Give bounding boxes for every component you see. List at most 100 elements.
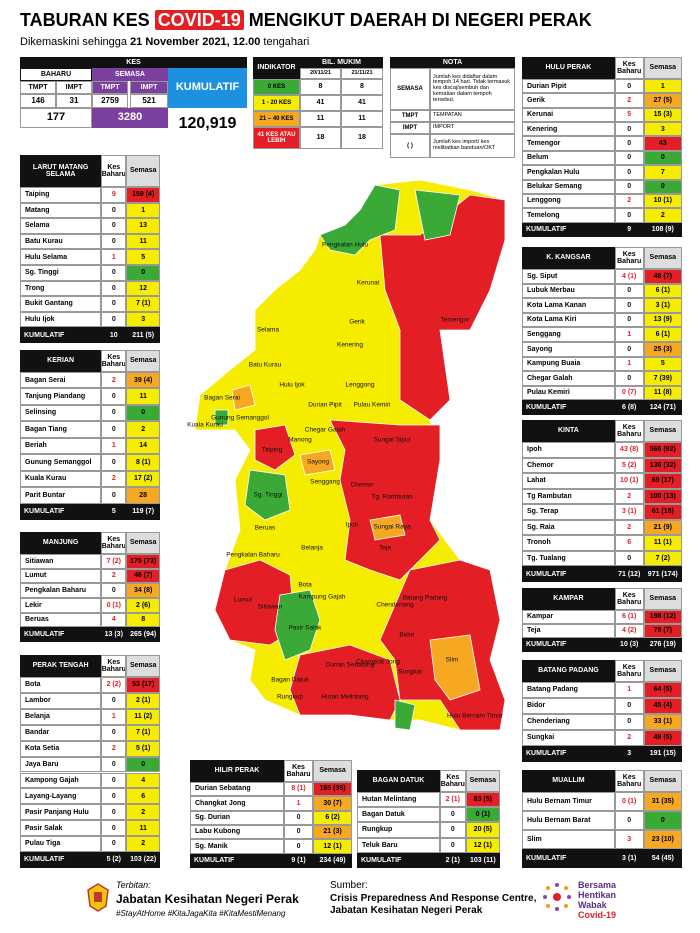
map-label: Teja [379, 545, 391, 552]
footer-slogan: Bersama [578, 880, 617, 890]
map-label: Pulau Kemiri [354, 402, 391, 409]
district-name: Bagan Datuk [357, 807, 440, 823]
district-name: Sg. Terap [522, 504, 615, 520]
total-label: KUMULATIF [190, 853, 284, 868]
new-cases: 1 [614, 327, 644, 342]
active-cases: 34 (8) [126, 583, 160, 598]
new-cases: 1 [283, 796, 314, 811]
nota-text: Jumlah kes didaftar dalam tempoh 14 hari… [430, 68, 515, 110]
district-name: Pasir Salak [20, 820, 102, 837]
map-label: Gunung Semanggol [211, 415, 269, 422]
new-cases: 0 [439, 807, 466, 823]
district-name: Chenderiang [522, 714, 615, 730]
table-title: KAMPAR [522, 588, 615, 610]
active-cases: 4 [126, 772, 160, 789]
active-cases: 12 (1) [465, 837, 500, 853]
map-label: Manong [288, 437, 312, 444]
active-cases: 3 [126, 311, 160, 328]
new-cases: 0 [101, 388, 127, 405]
total-active: 54 (45) [643, 849, 682, 868]
map-label: Kerunai [357, 280, 379, 287]
column-header: Semasa [643, 588, 682, 610]
district-name: Matang [20, 202, 102, 219]
new-cases: 0 [614, 312, 644, 328]
active-cases: 27 (5) [643, 93, 682, 108]
total-new: 5 (2) [101, 852, 127, 868]
footer-label: Sumber: [330, 880, 368, 891]
new-cases: 0 [614, 122, 644, 137]
new-cases: 43 (8) [614, 442, 644, 458]
active-cases: 198 (12) [643, 610, 682, 624]
new-cases: 0 (1) [101, 598, 127, 613]
active-cases: 2 (6) [126, 598, 160, 613]
active-cases: 20 (5) [465, 822, 500, 838]
active-cases: 3 (1) [643, 298, 682, 313]
total-label: KUMULATIF [522, 638, 615, 652]
active-cases: 6 (1) [643, 327, 682, 342]
district-name: Bukit Gantang [20, 296, 102, 312]
active-cases: 2 [126, 836, 160, 853]
title-highlight: COVID-19 [154, 10, 244, 30]
nota-text: Jumlah kes import/ kes melibatkan bandua… [430, 134, 515, 158]
summary-value: 521 [130, 94, 168, 108]
indicator-level: 41 KES ATAU LEBIH [253, 127, 300, 149]
map-label: Lenggong [346, 382, 375, 389]
region [289, 644, 401, 721]
district-name: Layang-Layang [20, 788, 102, 805]
active-cases: 0 [126, 756, 160, 773]
new-cases: 1 [101, 708, 127, 725]
column-header: Kes Baharu [614, 588, 644, 610]
active-cases: 64 (5) [643, 682, 682, 698]
nota-text: IMPORT [430, 122, 515, 134]
active-cases: 0 [126, 265, 160, 281]
district-name: Ipoh [522, 442, 615, 458]
district-name: Pulau Kemiri [522, 385, 615, 401]
indicator-level: 21 – 40 KES [253, 111, 300, 127]
map-label: Sungkai [398, 669, 422, 676]
total-active: 103 (11) [465, 852, 500, 868]
district-name: Sayong [522, 342, 615, 357]
column-header: Kes Baharu [101, 155, 127, 187]
active-cases: 2 [126, 421, 160, 438]
region [231, 384, 256, 411]
new-cases: 0 [614, 371, 644, 386]
new-cases: 2 [101, 470, 127, 488]
region [429, 634, 481, 701]
district-name: Kota Lama Kanan [522, 298, 615, 313]
table-title: KINTA [522, 420, 615, 442]
map-label: Hutan Melintang [321, 694, 369, 701]
total-label: KUMULATIF [357, 852, 440, 868]
new-cases: 0 [101, 280, 127, 297]
map-label: Belanja [301, 545, 323, 552]
total-new: 71 (12) [614, 566, 644, 582]
new-cases: 0 [614, 298, 644, 313]
district-name: Pengkalan Hulu [522, 165, 615, 180]
table-title: LARUT MATANG SELAMA [20, 155, 102, 187]
new-cases: 0 [101, 218, 127, 234]
active-cases: 0 [126, 404, 160, 422]
table-title: K. KANGSAR [522, 247, 615, 269]
summary-header: BAHARU [20, 68, 92, 81]
column-header: Semasa [126, 655, 160, 677]
column-header: Kes Baharu [101, 655, 127, 677]
district-name: Kuala Kurau [20, 470, 102, 488]
map-label: Changkat Jong [356, 659, 400, 666]
column-header: Semasa [126, 532, 160, 554]
active-cases: 1 [126, 202, 160, 219]
nota-title: NOTA [390, 57, 515, 68]
footer-label: Terbitan: [116, 880, 151, 890]
district-name: Batang Padang [522, 682, 615, 698]
new-cases: 2 (2) [101, 677, 127, 693]
active-cases: 136 (32) [643, 457, 682, 474]
new-cases: 2 [614, 93, 644, 108]
map-label: Sitiawan [258, 604, 283, 611]
indicator-level: 1 - 20 KES [253, 95, 300, 111]
new-cases: 0 [101, 756, 127, 773]
indicator-level: 0 KES [253, 79, 300, 95]
new-cases: 0 [614, 811, 644, 830]
new-cases: 0 [101, 265, 127, 281]
total-active: 211 (5) [126, 327, 160, 343]
indicator-value: 8 [300, 79, 341, 95]
active-cases: 6 (1) [643, 283, 682, 299]
